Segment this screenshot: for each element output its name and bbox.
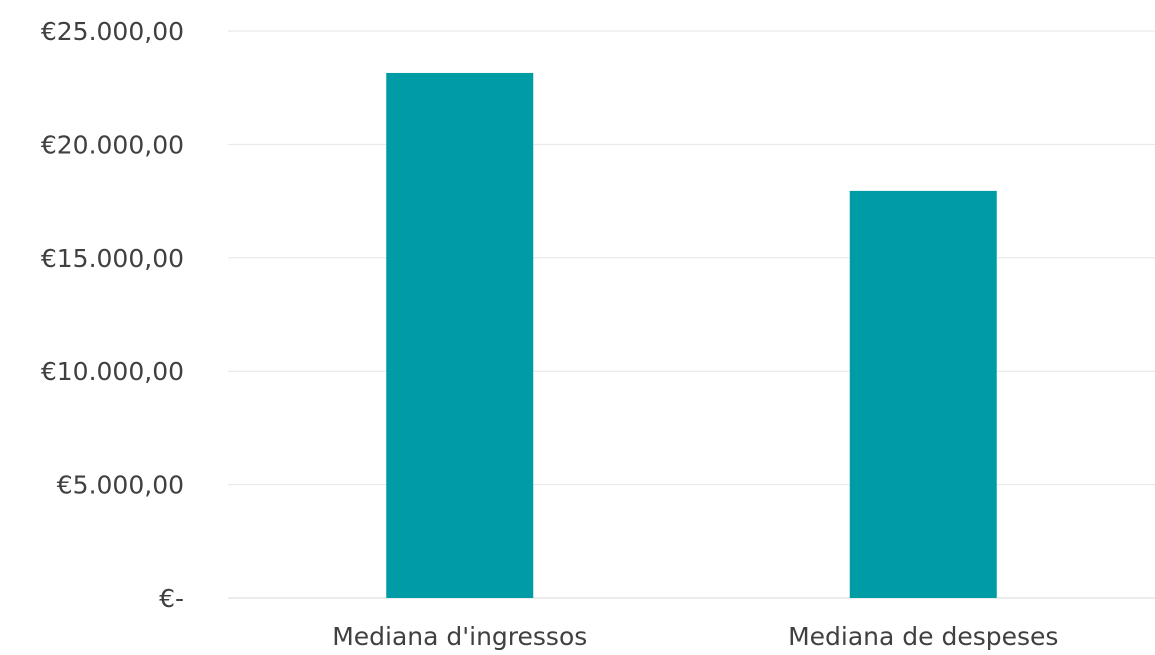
bars (386, 72, 997, 599)
y-tick-label: €20.000,00 (41, 130, 184, 159)
x-category-label: Mediana de despeses (788, 622, 1058, 651)
y-axis-tick-labels: €- €5.000,00 €10.000,00 €15.000,00 €20.000,0… (41, 17, 184, 613)
y-tick-label: €15.000,00 (41, 244, 184, 273)
bar-mediana-despeses (849, 190, 997, 599)
y-tick-label: €10.000,00 (41, 357, 184, 386)
y-tick-label: €5.000,00 (57, 471, 184, 500)
x-category-label: Mediana d'ingressos (332, 622, 587, 651)
gridlines (228, 30, 1155, 599)
y-tick-label: €- (159, 584, 184, 613)
y-tick-label: €25.000,00 (41, 17, 184, 46)
bar-mediana-ingressos (386, 72, 534, 598)
x-axis-category-labels: Mediana d'ingressos Mediana de despeses (332, 622, 1058, 651)
